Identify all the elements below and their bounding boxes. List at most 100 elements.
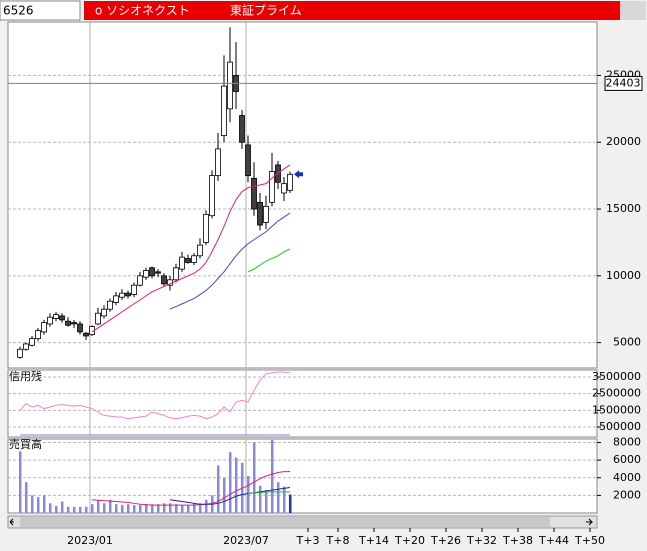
candle-body [71,322,77,325]
title-bar [84,1,620,20]
scroll-left[interactable] [9,518,14,526]
volume-bar [229,452,232,513]
x-tick-label: T+50 [574,534,605,547]
candle-body [77,323,83,333]
candle-body [221,85,227,136]
y-tick-label: 8000 [613,436,641,449]
volume-bar [175,504,178,513]
volume-bar [265,490,268,513]
moving-average [247,248,291,273]
x-tick-label: T+20 [394,534,425,547]
x-tick-label: T+3 [296,534,320,547]
volume-bar [181,505,184,513]
x-tick-label: T+32 [466,534,497,547]
panel-title: 売買高 [9,437,42,451]
volume-average [247,491,290,495]
y-tick-label: 500000 [599,420,641,433]
last-price-arrow [294,170,303,179]
y-tick-label: 2000 [613,488,641,501]
candle-body [113,295,119,303]
y-tick-label: 10000 [606,269,641,282]
x-tick-label: 2023/01 [67,534,113,547]
candle-body [263,205,269,223]
volume-bar [139,505,142,513]
code-box[interactable] [0,0,81,21]
volume-bar [73,506,76,513]
volume-bar [43,495,46,513]
x-tick-label: T+38 [502,534,533,547]
x-tick-label: T+26 [430,534,461,547]
volume-bar [199,503,202,513]
market: 東証プライム [230,4,302,18]
candle-body [239,115,245,143]
volume-bar [151,504,154,513]
volume-bar [223,477,226,513]
candle-body [137,275,143,286]
candle-body [143,270,149,278]
volume-bar [271,439,274,513]
panel-title: 信用残 [9,369,42,383]
volume-bar [253,442,256,513]
y-tick-label: 2500000 [592,387,641,400]
stock-code: 6526 [3,4,34,18]
candle-body [23,343,29,350]
moving-average [91,164,291,333]
candle-body [185,258,191,263]
candle-body [215,148,221,177]
price-label-box [604,75,643,91]
title-bar-end [620,1,646,20]
candle-body [257,201,263,226]
volume-bar [67,506,70,513]
volume-bar [127,504,130,513]
volume-average [169,486,291,505]
price-label: 24403 [606,76,641,89]
volume-bar [55,505,58,513]
scroll-thumb[interactable] [20,517,550,527]
candle-body [197,244,203,257]
candle-body [155,271,161,274]
x-tick-label: 2023/07 [223,534,269,547]
candle-body [227,61,233,110]
volume-bar [163,503,166,513]
y-tick-label: 5000 [613,336,641,349]
candle-body [59,315,65,321]
candle-body [29,338,35,346]
x-tick-label: T+44 [538,534,569,547]
moving-average [169,212,291,310]
candle-body [161,275,167,285]
y-tick-label: 3500000 [592,370,641,383]
margin-line [19,371,291,420]
candle-body [101,308,107,317]
candle-body [17,348,23,358]
y-tick-label: 6000 [613,453,641,466]
volume-bar [259,485,262,513]
candle-body [191,255,197,263]
candle-body [209,175,215,217]
volume-bar [79,506,82,513]
volume-bar [205,499,208,513]
volume-bar [247,476,250,513]
candle-body [245,144,251,177]
volume-bar [133,505,136,513]
scroll-right[interactable] [586,518,594,526]
y-tick-label: 20000 [606,135,641,148]
volume-average [91,471,290,506]
x-tick-label: T+8 [326,534,350,547]
volume-bar [145,504,148,513]
candle-body [53,314,59,319]
volume-bar [157,504,160,513]
x-tick-label: T+14 [358,534,389,547]
volume-bar [289,494,292,513]
volume-bar [109,499,112,513]
candle-body [119,292,125,298]
y-tick-label: 15000 [606,202,641,215]
volume-bar [85,506,88,513]
volume-bar [187,505,190,513]
candle-body [179,256,185,270]
candle-body [131,284,137,295]
candle-body [41,322,47,333]
candle-body [47,316,53,325]
candle-body [125,292,131,297]
volume-bar [25,482,28,513]
